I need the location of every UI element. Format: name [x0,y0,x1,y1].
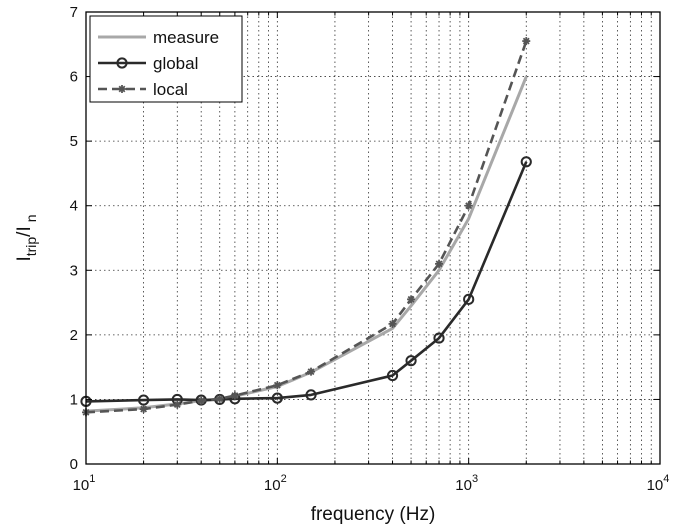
data-point [433,332,445,344]
data-point [197,396,206,405]
legend-box [89,15,243,103]
y-label-sub1: trip [23,237,39,257]
legend-entry-global: global [98,54,198,73]
data-point [463,293,475,305]
data-point [139,405,148,414]
data-point [464,201,473,210]
x-tick-base: 10 [455,477,472,494]
data-point [388,319,397,328]
y-tick-label: 7 [70,4,78,21]
legend-label: measure [153,28,219,47]
y-tick-label: 4 [70,198,78,215]
plot-frame [85,11,661,465]
x-tick-label: 101 [73,473,96,494]
y-label-sep: /I [14,226,35,237]
x-tick-base: 10 [73,477,90,494]
x-tick-label: 104 [647,473,670,494]
x-tick-label: 103 [455,473,478,494]
y-tick-label: 6 [70,69,78,86]
y-label-sub2: n [23,214,39,222]
data-point [230,391,239,400]
x-tick-exponent: 3 [472,473,478,485]
y-tick-label: 0 [70,456,78,473]
data-point [215,394,224,403]
data-point [307,367,316,376]
x-tick-exponent: 2 [281,473,287,485]
x-tick-base: 10 [264,477,281,494]
legend: measure global local [89,15,243,103]
y-label-main: I [14,256,35,261]
data-point [386,369,399,382]
data-point [522,37,531,46]
y-tick-label: 3 [70,262,78,279]
y-tick-label: 2 [70,327,78,344]
series-local [82,37,531,417]
x-tick-exponent: 1 [89,473,95,485]
series-layer [80,37,532,417]
y-tick-label: 1 [70,391,78,408]
x-axis-label: frequency (Hz) [311,504,436,525]
data-point [305,389,317,401]
series-line [85,161,528,403]
ticks [86,11,660,465]
svg-text:Itrip/In: Itrip/I n [14,214,39,261]
legend-label: global [153,54,198,73]
data-point [435,259,444,268]
data-point [116,57,128,69]
data-point [405,355,417,367]
data-point [137,394,150,406]
data-point [407,295,416,304]
x-tick-base: 10 [647,477,664,494]
y-tick-label: 5 [70,133,78,150]
x-tick-label: 102 [264,473,287,494]
legend-label: local [153,80,188,99]
legend-entry-measure: measure [98,28,219,47]
x-tick-exponent: 4 [663,473,669,485]
data-point [273,381,282,390]
data-point [271,392,283,404]
data-point [118,85,126,93]
grid [86,12,660,464]
data-point [520,156,532,168]
y-axis-label: Itrip/I n [14,214,39,261]
data-point [173,400,182,409]
legend-entry-local: local [98,80,188,99]
